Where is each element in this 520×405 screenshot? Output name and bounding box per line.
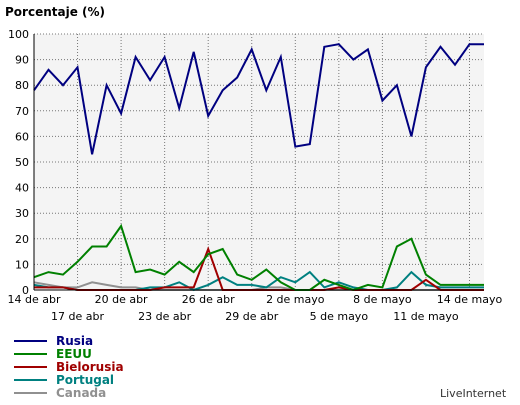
x-axis-ticks: 14 de abr 20 de abr 26 de abr 2 de mayo 8 de… (8, 293, 503, 323)
legend-item-bielorusia: Bielorusia (14, 359, 124, 374)
y-axis-title: Porcentaje (%) (5, 5, 105, 19)
x-tick-label: 11 de mayo (393, 310, 459, 323)
legend-swatch (14, 339, 47, 342)
y-tick-label: 0 (22, 284, 29, 297)
y-tick-label: 80 (15, 79, 29, 92)
x-tick-label: 8 de mayo (353, 293, 412, 306)
y-tick-label: 30 (15, 207, 29, 220)
grid (34, 33, 484, 290)
legend: Rusia EEUU Bielorusia Portugal Canada (14, 333, 124, 400)
legend-item-portugal: Portugal (14, 372, 124, 387)
y-tick-label: 40 (15, 182, 29, 195)
x-tick-label: 14 de abr (8, 293, 61, 306)
x-tick-label: 23 de abr (138, 310, 191, 323)
x-tick-label: 2 de mayo (266, 293, 325, 306)
y-tick-label: 70 (15, 105, 29, 118)
legend-label: Canada (56, 385, 107, 400)
legend-swatch (14, 365, 47, 368)
y-tick-label: 50 (15, 156, 29, 169)
brand-logo-text[interactable]: LiveInternet (440, 387, 507, 400)
legend-label: Bielorusia (56, 359, 124, 374)
legend-swatch (14, 378, 47, 381)
x-tick-label: 20 de abr (95, 293, 148, 306)
y-tick-label: 100 (8, 28, 29, 41)
legend-item-eeuu: EEUU (14, 346, 124, 361)
y-tick-label: 10 (15, 258, 29, 271)
y-tick-label: 20 (15, 233, 29, 246)
legend-label: Rusia (56, 333, 94, 348)
x-tick-label: 17 de abr (51, 310, 104, 323)
legend-item-rusia: Rusia (14, 333, 124, 348)
series-line-rusia (33, 43, 484, 155)
y-tick-label: 60 (15, 130, 29, 143)
legend-swatch (14, 391, 47, 394)
x-tick-label: 29 de abr (225, 310, 278, 323)
x-tick-label: 14 de mayo (437, 293, 503, 306)
series-line-eeuu (33, 223, 484, 292)
legend-label: Portugal (56, 372, 115, 387)
x-tick-label: 5 de mayo (310, 310, 369, 323)
legend-item-canada: Canada (14, 385, 124, 400)
legend-label: EEUU (56, 346, 92, 361)
legend-swatch (14, 352, 47, 355)
y-axis-ticks: 0 10 20 30 40 50 60 70 80 90 100 (8, 28, 29, 297)
y-tick-label: 90 (15, 54, 29, 67)
x-tick-label: 26 de abr (182, 293, 235, 306)
